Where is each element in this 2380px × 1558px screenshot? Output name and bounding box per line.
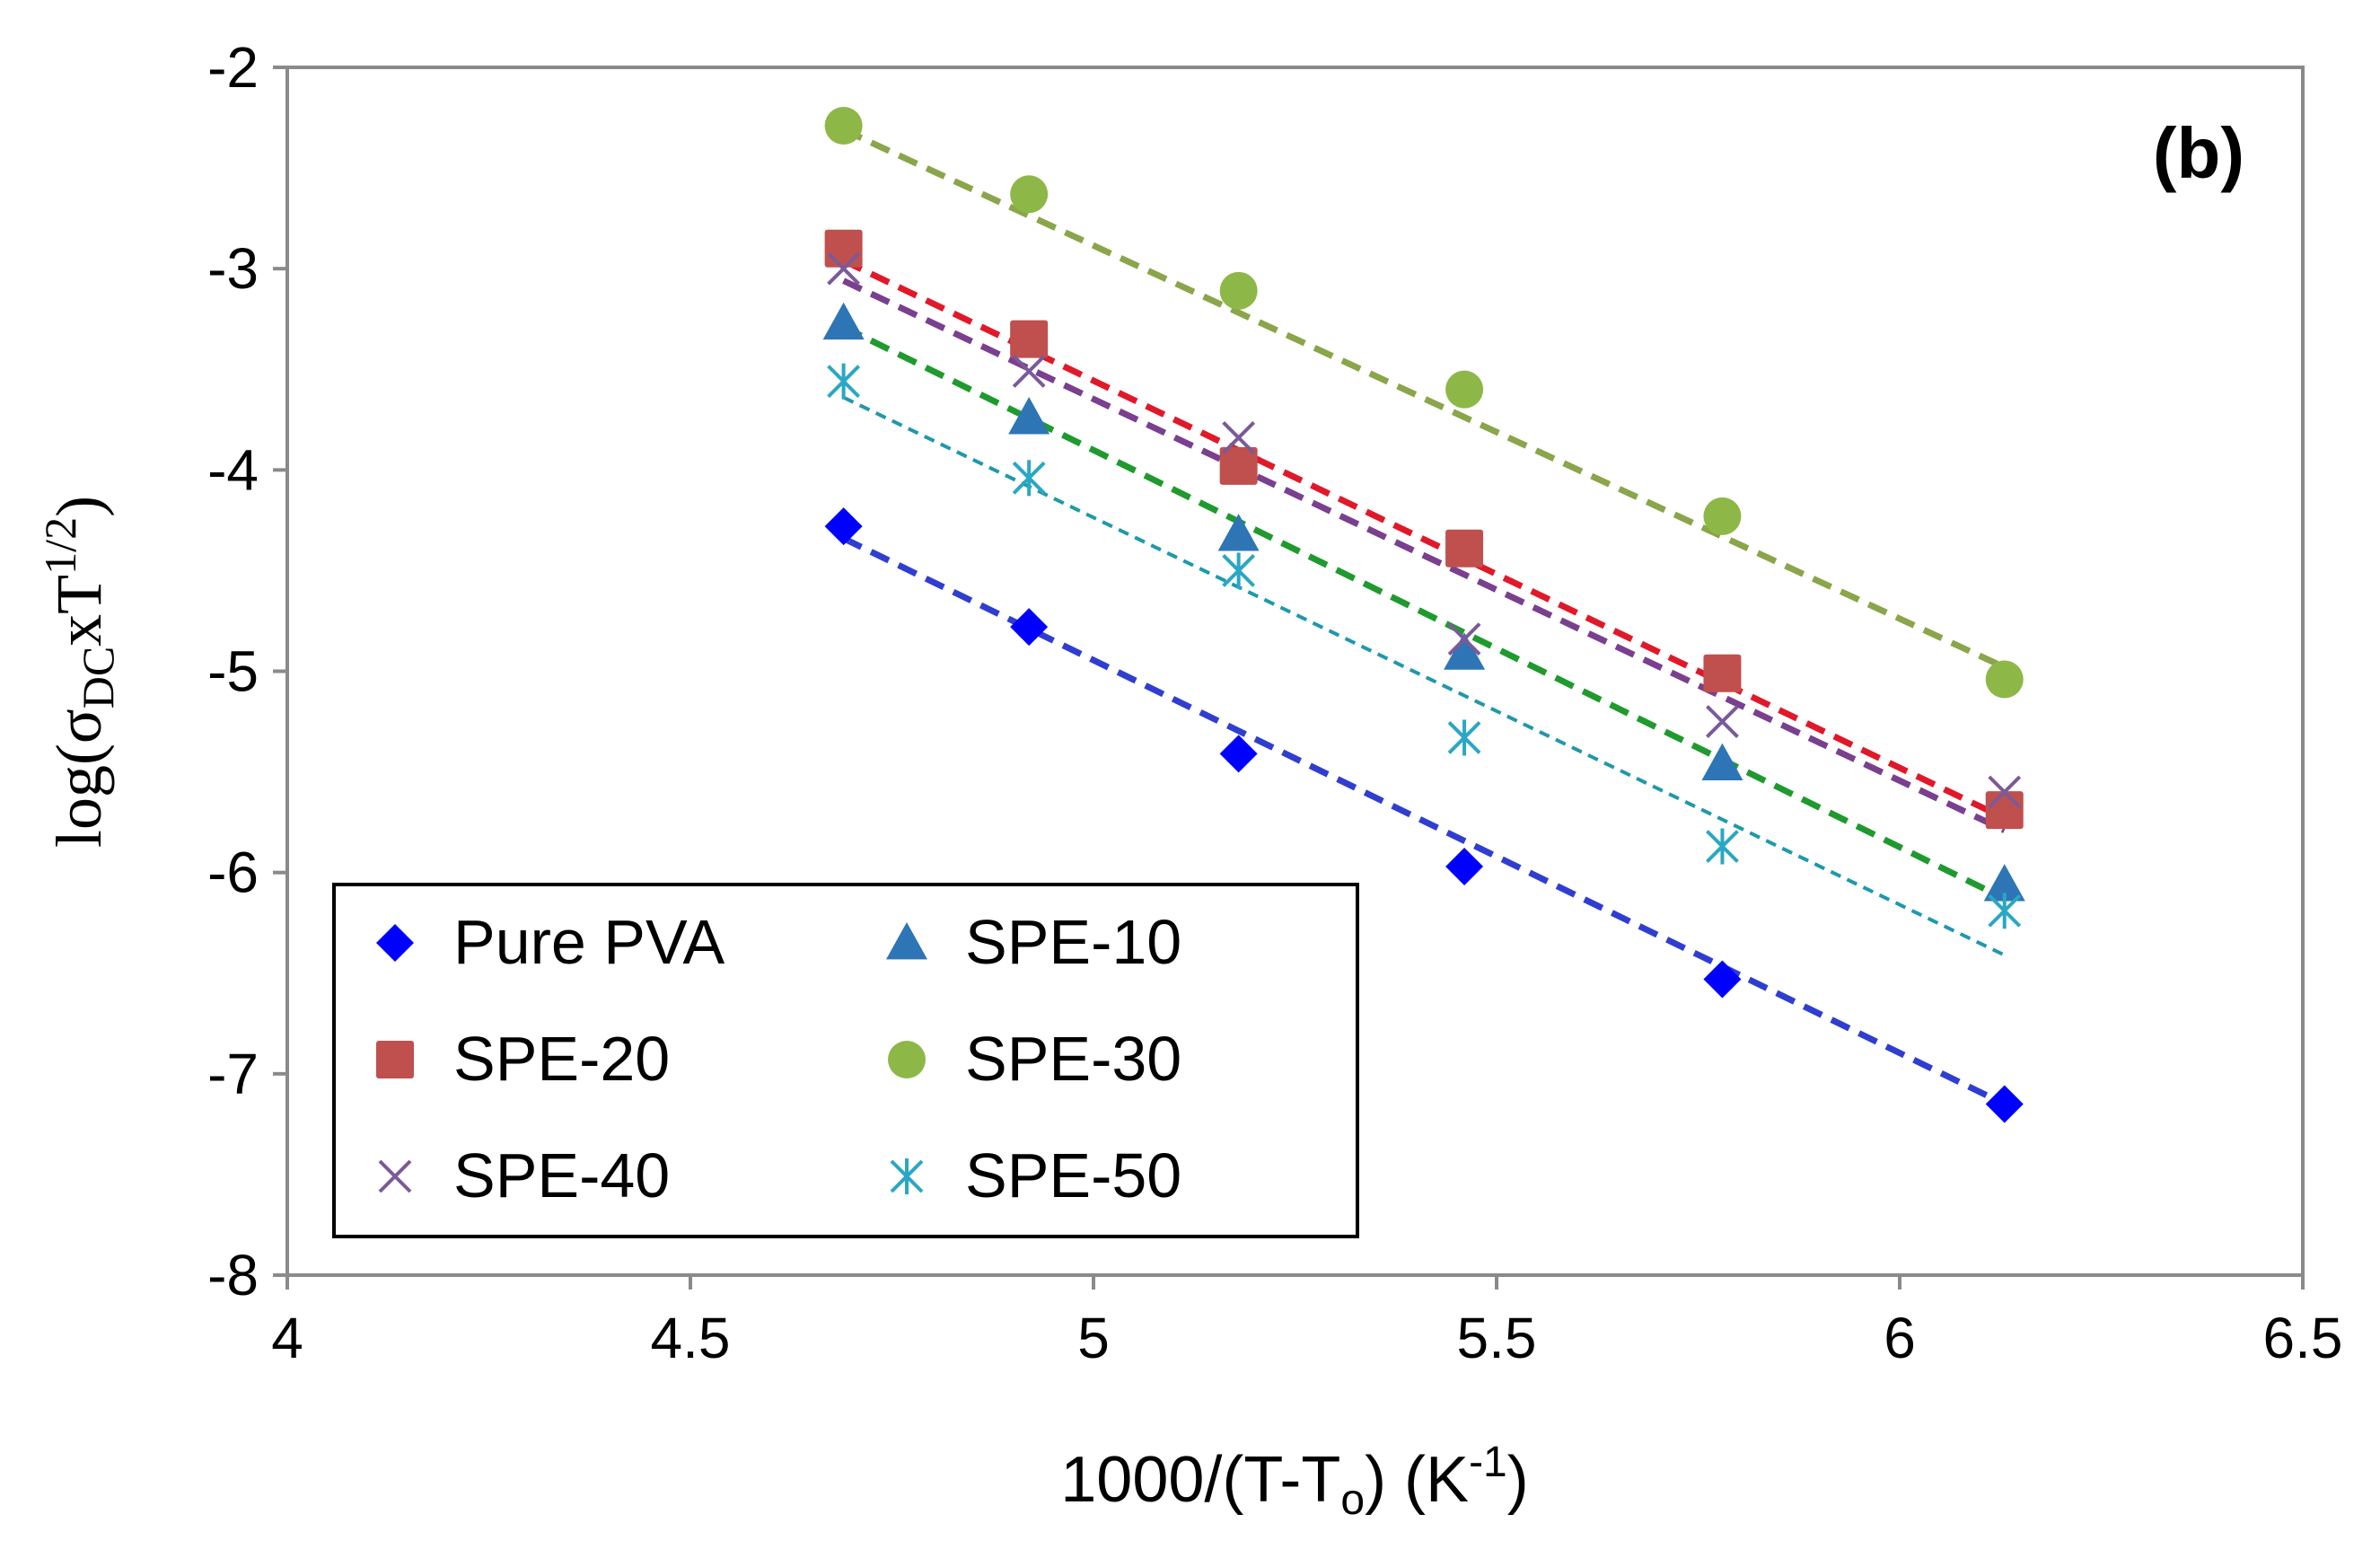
x-tick-label: 4 bbox=[271, 1306, 303, 1370]
point-spe-50 bbox=[1222, 552, 1256, 589]
point-spe-20 bbox=[1219, 446, 1258, 485]
legend-marker-spe-40 bbox=[378, 1159, 412, 1193]
x-tick-label: 5 bbox=[1077, 1306, 1110, 1370]
point-spe-30 bbox=[1219, 271, 1258, 310]
point-spe-50 bbox=[1706, 828, 1739, 865]
point-spe-10 bbox=[1701, 743, 1743, 781]
x-tick-label: 4.5 bbox=[651, 1306, 731, 1370]
x-tick-label: 6 bbox=[1884, 1306, 1916, 1370]
panel-label: (b) bbox=[2153, 113, 2244, 193]
y-tick-label: -5 bbox=[207, 639, 259, 704]
fit-line-spe-50 bbox=[842, 395, 2006, 957]
point-spe-50 bbox=[1012, 460, 1046, 497]
point-spe-10 bbox=[1983, 864, 2025, 902]
legend-label-spe-10: SPE-10 bbox=[965, 907, 1181, 977]
point-pure-pva bbox=[1010, 608, 1049, 647]
legend-label-spe-30: SPE-30 bbox=[965, 1024, 1181, 1094]
point-spe-20 bbox=[1445, 529, 1484, 568]
fit-line-spe-40 bbox=[842, 277, 2007, 833]
point-spe-30 bbox=[1703, 497, 1742, 535]
legend-label-spe-20: SPE-20 bbox=[453, 1024, 670, 1094]
x-tick-label: 6.5 bbox=[2263, 1306, 2343, 1370]
y-axis-title: log(σDCxT1/2) bbox=[35, 496, 123, 848]
y-tick-label: -3 bbox=[207, 236, 259, 301]
point-pure-pva bbox=[1985, 1085, 2024, 1123]
y-tick-label: -7 bbox=[207, 1042, 259, 1106]
y-tick-label: -8 bbox=[207, 1243, 259, 1307]
point-spe-50 bbox=[1447, 719, 1481, 756]
point-spe-30 bbox=[824, 107, 863, 145]
point-spe-20 bbox=[1703, 654, 1742, 692]
legend-markers bbox=[376, 922, 927, 1194]
legend-marker-pure-pva bbox=[376, 924, 414, 962]
point-spe-30 bbox=[1010, 175, 1049, 214]
point-spe-40 bbox=[1447, 622, 1481, 656]
x-axis-title: 1000/(T-To) (K-1) bbox=[1060, 1439, 1528, 1524]
point-spe-10 bbox=[822, 302, 865, 340]
point-spe-30 bbox=[1985, 660, 2024, 699]
point-spe-40 bbox=[827, 251, 861, 286]
legend-box bbox=[332, 883, 1359, 1238]
point-pure-pva bbox=[1445, 847, 1484, 885]
y-tick-label: -6 bbox=[207, 841, 259, 905]
point-spe-40 bbox=[1012, 355, 1046, 388]
point-spe-40 bbox=[1706, 705, 1739, 738]
point-spe-10 bbox=[1008, 397, 1050, 435]
point-spe-20 bbox=[824, 229, 863, 268]
data-points bbox=[822, 107, 2025, 1123]
legend-label-spe-50: SPE-50 bbox=[965, 1140, 1181, 1210]
legend-marker-spe-50 bbox=[890, 1158, 924, 1194]
legend-label-spe-40: SPE-40 bbox=[453, 1140, 670, 1210]
point-spe-40 bbox=[1222, 421, 1256, 454]
legend-marker-spe-30 bbox=[888, 1041, 926, 1078]
y-tick-label: -2 bbox=[207, 35, 259, 100]
axis-ticks: 4 4.5 5 5.5 6 6.5 -2 -3 -4 -5 -6 -7 -8 bbox=[207, 35, 2342, 1370]
point-pure-pva bbox=[1219, 735, 1258, 773]
legend-marker-spe-20 bbox=[376, 1041, 414, 1078]
legend: Pure PVA SPE-10 SPE-20 SPE-30 SPE-40 SPE… bbox=[332, 883, 1359, 1238]
legend-label-pure-pva: Pure PVA bbox=[453, 907, 725, 977]
fit-line-spe-10 bbox=[842, 324, 2007, 902]
point-spe-50 bbox=[1988, 893, 2022, 929]
point-spe-20 bbox=[1985, 791, 2024, 830]
point-spe-10 bbox=[1444, 632, 1486, 670]
point-spe-10 bbox=[1217, 514, 1260, 551]
fit-line-spe-30 bbox=[842, 127, 2007, 671]
point-pure-pva bbox=[1703, 960, 1742, 999]
legend-marker-spe-10 bbox=[886, 922, 927, 960]
point-spe-30 bbox=[1445, 370, 1484, 409]
x-tick-label: 5.5 bbox=[1457, 1306, 1537, 1370]
point-pure-pva bbox=[824, 507, 863, 546]
point-spe-50 bbox=[827, 363, 861, 400]
y-tick-label: -4 bbox=[207, 437, 259, 502]
point-spe-40 bbox=[1988, 775, 2022, 809]
point-spe-20 bbox=[1010, 320, 1049, 358]
